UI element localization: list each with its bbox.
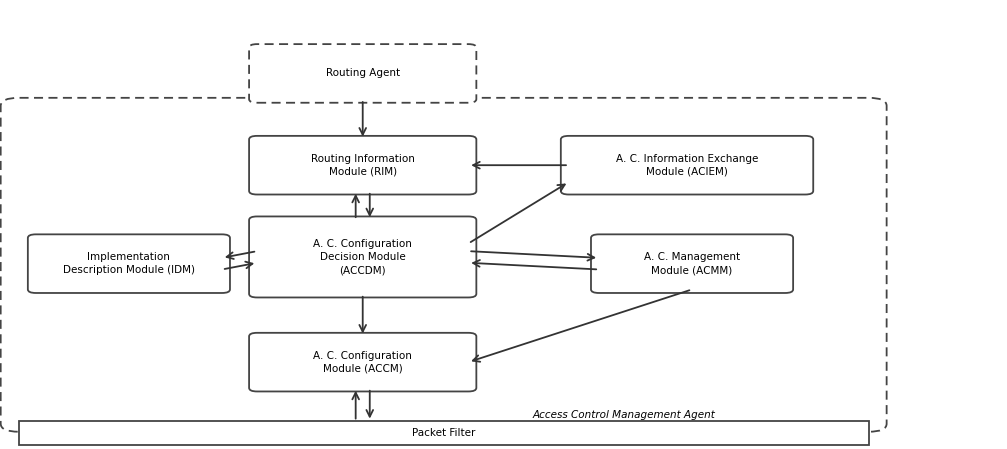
FancyBboxPatch shape (249, 136, 476, 194)
Text: Packet Filter: Packet Filter (412, 428, 475, 438)
Text: A. C. Management
Module (ACMM): A. C. Management Module (ACMM) (644, 252, 740, 275)
Text: A. C. Configuration
Decision Module
(ACCDM): A. C. Configuration Decision Module (ACC… (313, 239, 412, 275)
Text: Implementation
Description Module (IDM): Implementation Description Module (IDM) (62, 252, 195, 275)
FancyBboxPatch shape (28, 234, 230, 293)
FancyBboxPatch shape (1, 98, 886, 432)
Text: A. C. Information Exchange
Module (ACIEM): A. C. Information Exchange Module (ACIEM… (616, 154, 758, 177)
Text: Routing Information
Module (RIM): Routing Information Module (RIM) (311, 154, 415, 177)
Text: A. C. Configuration
Module (ACCM): A. C. Configuration Module (ACCM) (313, 351, 412, 374)
FancyBboxPatch shape (249, 44, 476, 103)
FancyBboxPatch shape (561, 136, 814, 194)
FancyBboxPatch shape (591, 234, 794, 293)
FancyBboxPatch shape (249, 333, 476, 392)
FancyBboxPatch shape (19, 422, 868, 445)
Text: Access Control Management Agent: Access Control Management Agent (533, 410, 716, 420)
Text: Routing Agent: Routing Agent (325, 68, 400, 79)
FancyBboxPatch shape (249, 216, 476, 297)
